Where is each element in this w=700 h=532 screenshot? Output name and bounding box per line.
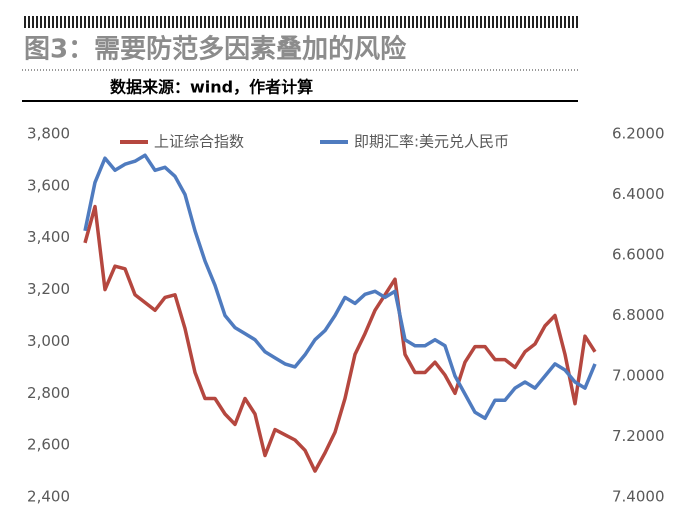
y-tick-label: 3,200	[27, 280, 70, 298]
y2-tick-label: 6.6000	[612, 246, 665, 264]
y2-tick-label: 7.0000	[612, 367, 665, 385]
series-line	[83, 204, 597, 473]
y2-tick-label: 6.2000	[612, 125, 665, 143]
series-line	[83, 153, 597, 421]
y-tick-label: 3,400	[27, 228, 70, 246]
legend-label: 上证综合指数	[154, 133, 244, 151]
y-tick-label: 2,600	[27, 436, 70, 454]
y-tick-label: 3,800	[27, 125, 70, 143]
y2-tick-label: 6.8000	[612, 306, 665, 324]
y-tick-label: 3,000	[27, 332, 70, 350]
legend-label: 即期汇率:美元兑人民币	[354, 133, 509, 151]
chart-title: 图3：需要防范多因素叠加的风险	[24, 34, 407, 65]
y2-tick-label: 6.4000	[612, 185, 665, 203]
title-stripe	[22, 16, 578, 28]
chart-subtitle: 数据来源：wind，作者计算	[110, 78, 313, 97]
y-tick-label: 3,600	[27, 176, 70, 194]
y-tick-label: 2,400	[27, 488, 70, 506]
y-tick-label: 2,800	[27, 384, 70, 402]
y2-tick-label: 7.2000	[612, 427, 665, 445]
y2-tick-label: 7.4000	[612, 488, 665, 506]
